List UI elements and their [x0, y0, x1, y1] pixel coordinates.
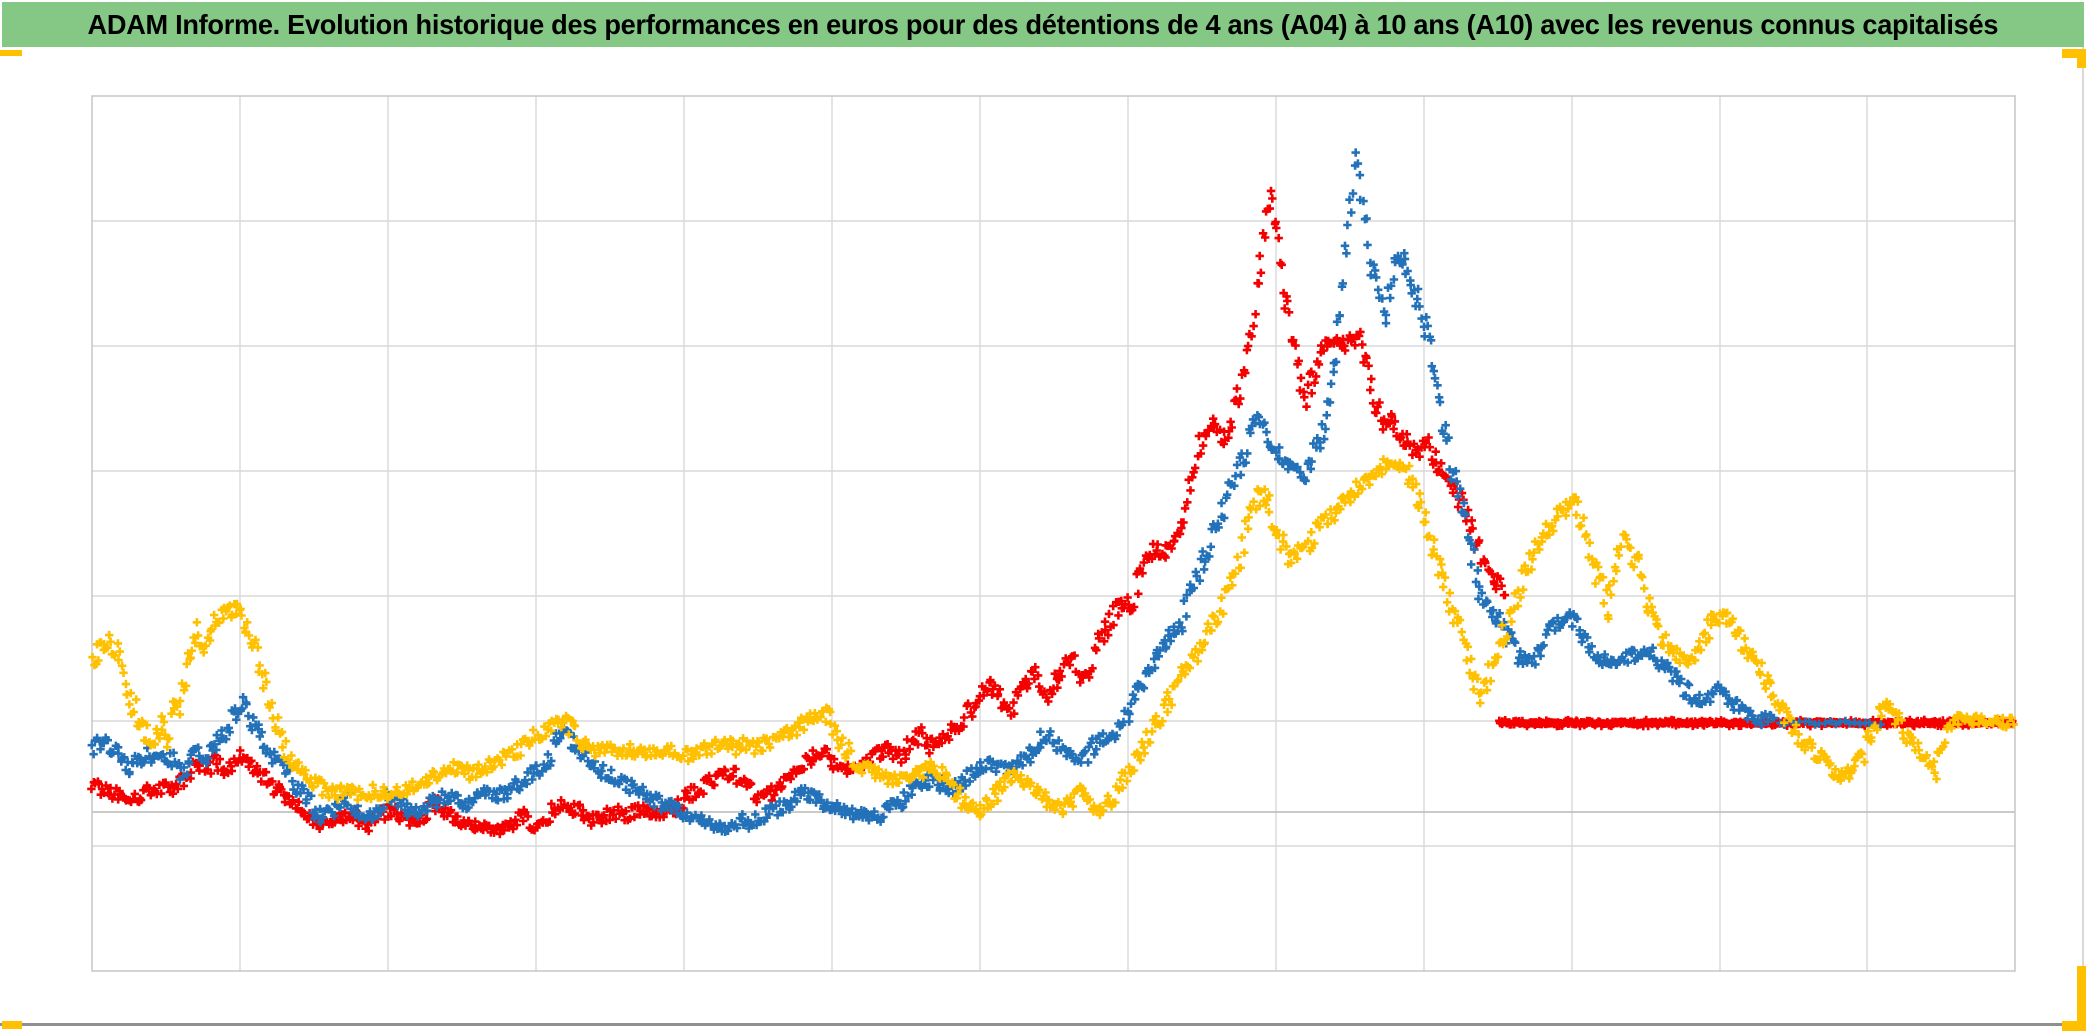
- title-text: ADAM Informe. Evolution historique des p…: [87, 8, 1999, 40]
- series-serie-bleue-points: [87, 148, 1885, 836]
- selection-handle-top-right-leg[interactable]: [2077, 49, 2086, 68]
- gridlines: [92, 96, 2015, 971]
- selection-handle-bottom-right[interactable]: [2062, 1021, 2086, 1031]
- title-banner: ADAM Informe. Evolution historique des p…: [2, 2, 2084, 47]
- selection-handle-bottom-right-leg[interactable]: [2077, 966, 2086, 1031]
- series-serie-jaune-points: [88, 455, 2018, 821]
- selection-handle-top-left[interactable]: [0, 50, 22, 56]
- selection-handle-bottom-left[interactable]: [2, 1021, 22, 1029]
- slide-right-edge: [2082, 47, 2084, 1031]
- plot-border: [91, 95, 2016, 972]
- slide-bottom-edge: [0, 1023, 2086, 1026]
- selection-handle-top-right[interactable]: [2062, 49, 2086, 58]
